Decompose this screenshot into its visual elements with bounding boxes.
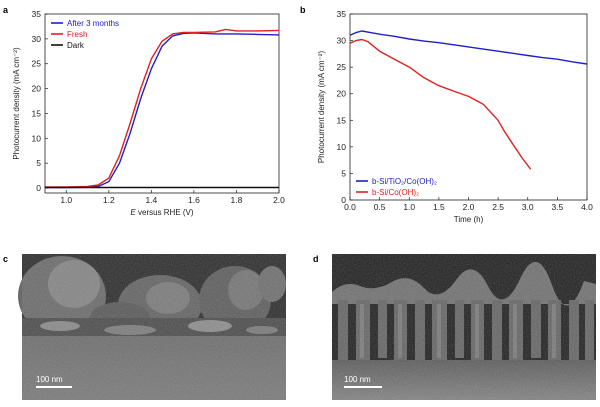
a-legend-label: After 3 months	[67, 19, 119, 28]
b-y-tick-label: 10	[337, 142, 347, 152]
scale-bar-label-c: 100 nm	[36, 375, 63, 384]
a-y-tick-label: 25	[32, 59, 42, 69]
b-y-tick-label: 20	[337, 89, 347, 99]
a-x-tick-label: 1.6	[188, 195, 200, 205]
panel-label-b: b	[300, 5, 306, 15]
b-y-tick-label: 5	[341, 168, 346, 178]
b-x-tick-label: 1.5	[433, 202, 445, 212]
b-legend-label: b-Si/TiO₂/Co(OH)₂	[372, 177, 437, 186]
b-series-2-line	[349, 38, 532, 170]
b-series-1-line	[349, 30, 588, 65]
panel-label-d: d	[313, 254, 319, 264]
a-x-tick-label: 1.0	[60, 195, 72, 205]
b-y-tick-label: 35	[337, 9, 347, 19]
a-y-tick-label: 15	[32, 108, 42, 118]
a-y-axis-label: Photocurrent density (mA cm⁻²)	[12, 47, 21, 160]
b-y-axis-label: Photocurrent density (mA cm⁻²)	[317, 51, 326, 164]
a-y-tick-label: 30	[32, 34, 42, 44]
b-x-tick-label: 3.0	[522, 202, 534, 212]
panel-label-a: a	[3, 5, 9, 15]
a-legend-label: Fresh	[67, 30, 87, 39]
b-x-tick-label: 1.0	[403, 202, 415, 212]
b-x-tick-label: 2.0	[463, 202, 475, 212]
b-x-tick-label: 3.5	[551, 202, 563, 212]
panel-label-c: c	[3, 254, 8, 264]
a-plot-frame	[44, 13, 280, 194]
chart-b: 0.0 0.5 1.0 1.5 2.0 2.5 3.0 3.5 4.0 0 5 10 15 20 25 30 3…	[317, 9, 593, 224]
a-y-tick-label: 20	[32, 84, 42, 94]
a-x-tick-label: 1.2	[103, 195, 115, 205]
sem-image-d: 100 nm	[332, 254, 596, 400]
a-x-tick-label: 1.8	[231, 195, 243, 205]
a-legend-label: Dark	[67, 41, 85, 50]
scale-bar-label-d: 100 nm	[344, 375, 371, 384]
b-y-tick-label: 15	[337, 115, 347, 125]
scale-bar-c	[36, 386, 72, 388]
scale-bar-d	[344, 386, 382, 388]
b-x-axis-label: Time (h)	[454, 215, 484, 224]
a-x-axis-label: E versus RHE (V)	[130, 208, 193, 217]
b-y-tick-label: 25	[337, 62, 347, 72]
a-x-tick-label: 2.0	[273, 195, 285, 205]
b-y-tick-label: 0	[341, 195, 346, 205]
b-x-tick-label: 4.0	[581, 202, 593, 212]
a-y-tick-label: 10	[32, 133, 42, 143]
b-y-tick-label: 30	[337, 36, 347, 46]
a-x-tick-label: 1.4	[145, 195, 157, 205]
b-x-tick-label: 0.0	[344, 202, 356, 212]
a-y-tick-label: 0	[36, 183, 41, 193]
a-series-2-line	[45, 28, 280, 188]
a-series-1-line	[45, 32, 280, 189]
a-y-tick-label: 5	[36, 158, 41, 168]
sem-image-c: 100 nm	[18, 254, 286, 400]
b-x-tick-label: 0.5	[374, 202, 386, 212]
chart-a: 1.0 1.2 1.4 1.6 1.8 2.0 0 5 10 15 20 25 30 35 Photocur…	[12, 9, 285, 217]
b-plot-frame	[349, 13, 588, 201]
a-y-tick-label: 35	[32, 9, 42, 19]
b-x-tick-label: 2.5	[492, 202, 504, 212]
b-legend-label: b-Si/Co(OH)₂	[372, 188, 419, 197]
